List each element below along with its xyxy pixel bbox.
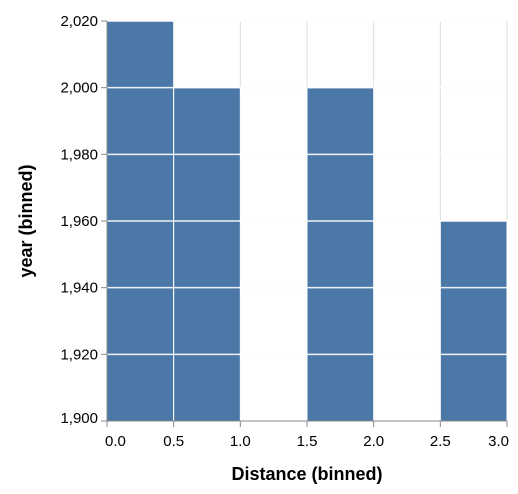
x-tick-label-0: 0.0 (105, 433, 126, 450)
y-tick-label-4: 1,980 (60, 146, 98, 163)
y-tick-label-2: 1,940 (60, 280, 98, 297)
x-axis-title: Distance (binned) (231, 464, 382, 484)
overlay-grid-layer (107, 20, 507, 356)
bar-1 (173, 87, 241, 422)
x-tick-label-2: 1.0 (230, 433, 251, 450)
y-tick-label-6: 2,020 (60, 13, 98, 30)
x-tick-label-4: 2.0 (363, 433, 384, 450)
bar-2 (306, 87, 375, 422)
bar-3 (439, 220, 508, 422)
y-tick-label-0: 1,900 (60, 410, 98, 427)
x-tick-label-3: 1.5 (297, 433, 318, 450)
axes-layer (101, 20, 508, 427)
y-axis-title: year (binned) (16, 164, 36, 277)
x-tick-label-6: 3.0 (488, 433, 509, 450)
y-tick-label-3: 1,960 (60, 213, 98, 230)
y-tick-label-1: 1,920 (60, 346, 98, 363)
x-tick-label-1: 0.5 (163, 433, 184, 450)
labels-layer: 0.0 0.5 1.0 1.5 2.0 2.5 3.0 1,900 1,920 1,940 1,96… (60, 13, 509, 450)
x-tick-label-5: 2.5 (430, 433, 451, 450)
y-tick-label-5: 2,000 (60, 80, 98, 97)
